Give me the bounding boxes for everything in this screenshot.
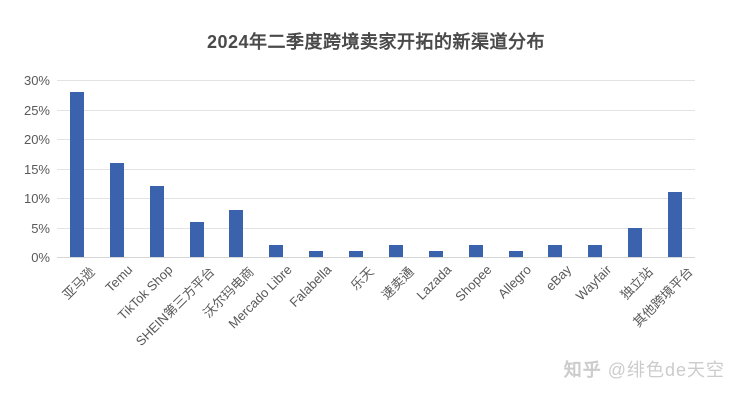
bar — [189, 221, 204, 257]
y-tick-label: 10% — [23, 191, 50, 206]
x-tick-label: Wayfair — [572, 262, 614, 304]
bar — [628, 227, 643, 257]
y-tick-label: 20% — [23, 132, 50, 147]
chart-title: 2024年二季度跨境卖家开拓的新渠道分布 — [206, 32, 546, 52]
gridline — [57, 109, 695, 111]
x-tick-label: Falabella — [286, 262, 335, 310]
y-tick-label: 5% — [31, 220, 50, 236]
bar — [668, 192, 683, 257]
x-tick-label: 亚马逊 — [59, 264, 98, 303]
x-tick-label: 乐天 — [347, 264, 377, 294]
plot-area — [57, 80, 695, 258]
watermark-handle: @绯色de天空 — [607, 360, 725, 380]
bar — [309, 251, 324, 257]
x-tick-label: eBay — [542, 262, 575, 294]
x-tick-label: Shopee — [451, 262, 495, 305]
bar — [69, 91, 84, 257]
gridline — [57, 198, 695, 199]
bar — [388, 245, 403, 257]
y-tick-label: 25% — [23, 102, 50, 118]
gridline — [57, 80, 695, 81]
bar — [508, 251, 523, 257]
bar — [269, 245, 284, 257]
bar — [428, 251, 443, 257]
watermark: 知乎 @绯色de天空 — [564, 356, 725, 382]
bar — [468, 245, 483, 257]
x-tick-label: 速卖通 — [378, 264, 417, 303]
gridline — [57, 139, 695, 140]
watermark-brand: 知乎 — [563, 360, 602, 380]
bar — [109, 162, 124, 257]
x-tick-label: Temu — [102, 262, 136, 296]
y-tick-label: 30% — [23, 73, 50, 88]
bar — [149, 186, 164, 257]
gridline — [57, 168, 695, 170]
bar — [349, 251, 364, 257]
gridline — [57, 227, 695, 229]
x-tick-label: Lazada — [413, 262, 455, 303]
bar — [588, 245, 603, 257]
y-tick-label: 0% — [31, 250, 50, 265]
bar — [229, 209, 244, 257]
x-tick-label: Allegro — [494, 262, 535, 302]
bar — [548, 245, 563, 257]
y-tick-label: 15% — [23, 161, 50, 177]
